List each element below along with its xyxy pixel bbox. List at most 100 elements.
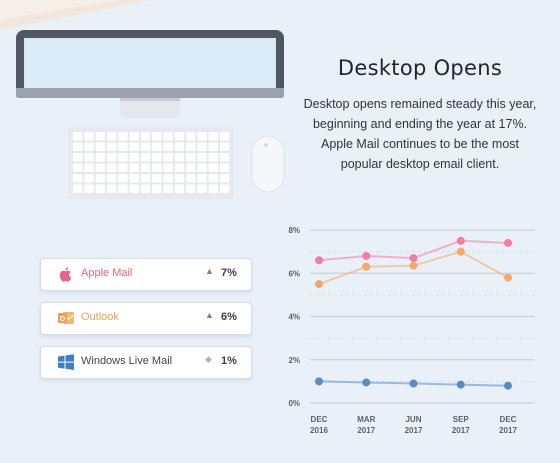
keyboard-key — [163, 132, 173, 141]
keyboard-key — [118, 142, 128, 151]
data-point — [362, 378, 371, 387]
keyboard-key — [174, 163, 185, 172]
keyboard-key — [118, 132, 128, 141]
keyboard-key — [174, 184, 185, 193]
keyboard-key — [152, 163, 162, 172]
keyboard-key — [186, 153, 196, 162]
data-point — [362, 262, 371, 271]
keyboard-key — [186, 132, 196, 141]
client-value: 6% — [221, 311, 237, 323]
x-tick-label: SEP — [453, 415, 470, 424]
x-tick-label: DEC — [311, 415, 328, 424]
keyboard-key — [95, 142, 106, 151]
keyboard-key — [219, 132, 230, 141]
y-tick-label: 0% — [288, 399, 300, 408]
data-point — [409, 254, 418, 263]
keyboard-key — [129, 153, 139, 162]
keyboard-key — [174, 174, 185, 183]
keyboard-key — [84, 132, 94, 141]
page-description: Desktop opens remained steady this year,… — [303, 97, 537, 171]
client-value: 7% — [221, 267, 237, 279]
data-point — [315, 377, 323, 386]
data-point — [456, 380, 465, 389]
keyboard-key — [106, 163, 117, 172]
keyboard-key — [219, 184, 230, 193]
desktop-opens-chart: 0% 2% 4% 6% 8% DEC 2016 MAR 2017 JUN 2017 SEP 2017 D… — [288, 226, 535, 435]
data-point — [362, 251, 371, 260]
trend-up-icon: ▲ — [205, 266, 214, 276]
keyboard-key — [84, 174, 94, 183]
x-tick-label: 2017 — [452, 426, 470, 435]
keyboard-key — [118, 153, 128, 162]
client-name: Windows Live Mail — [81, 355, 173, 367]
keyboard-key — [208, 142, 219, 151]
desktop-illustration — [16, 30, 285, 199]
y-tick-label: 6% — [288, 269, 300, 278]
keyboard-key — [129, 132, 139, 141]
keyboard-key — [95, 184, 106, 193]
keyboard-key — [163, 142, 173, 151]
keyboard-key — [208, 174, 219, 183]
page-title: Desktop Opens — [337, 56, 503, 80]
monitor-icon — [16, 30, 284, 118]
y-tick-label: 8% — [288, 226, 300, 235]
apple-icon — [59, 267, 72, 282]
x-tick-label: 2017 — [405, 426, 423, 435]
data-point — [504, 238, 512, 247]
keyboard-key — [163, 163, 173, 172]
keyboard-key — [106, 184, 117, 193]
data-point — [409, 379, 418, 388]
keyboard-key — [197, 153, 207, 162]
keyboard-key — [140, 184, 151, 193]
keyboard-key — [140, 163, 151, 172]
keyboard-key — [129, 184, 139, 193]
keyboard-key — [197, 184, 207, 193]
keyboard-key — [118, 184, 128, 193]
data-point — [409, 261, 418, 270]
keyboard-key — [73, 184, 83, 193]
keyboard-key — [84, 163, 94, 172]
x-tick-label: DEC — [500, 415, 517, 424]
keyboard-key — [163, 184, 173, 193]
svg-text:O: O — [60, 316, 66, 323]
keyboard-key — [186, 174, 196, 183]
keyboard-key — [163, 174, 173, 183]
keyboard-key — [174, 142, 185, 151]
keyboard-key — [219, 174, 230, 183]
client-name: Apple Mail — [81, 267, 133, 279]
keyboard-key — [95, 174, 106, 183]
keyboard-key — [73, 142, 83, 151]
keyboard-key — [106, 174, 117, 183]
keyboard-key — [197, 174, 207, 183]
outlook-icon: O — [58, 312, 75, 324]
keyboard-key — [197, 163, 207, 172]
keyboard-key — [152, 153, 162, 162]
keyboard-key — [84, 153, 94, 162]
keyboard-key — [118, 163, 128, 172]
data-point — [456, 236, 465, 245]
x-tick-label: JUN — [405, 415, 421, 424]
keyboard-key — [152, 142, 162, 151]
client-card-outlook: O Outlook ▲ 6% — [40, 302, 252, 335]
keyboard-key — [118, 174, 128, 183]
windows-icon — [58, 354, 74, 370]
keyboard-key — [106, 132, 117, 141]
keyboard-icon — [68, 127, 234, 199]
keyboard-key — [152, 184, 162, 193]
keyboard-key — [152, 132, 162, 141]
keyboard-key — [106, 142, 117, 151]
keyboard-key — [186, 184, 196, 193]
data-point — [504, 381, 512, 390]
keyboard-key — [73, 174, 83, 183]
keyboard-key — [208, 184, 219, 193]
keyboard-key — [129, 174, 139, 183]
keyboard-key — [219, 153, 230, 162]
keyboard-key — [208, 132, 219, 141]
keyboard-key — [95, 132, 106, 141]
data-point — [504, 273, 512, 282]
y-tick-label: 2% — [288, 356, 300, 365]
keyboard-key — [186, 142, 196, 151]
keyboard-key — [163, 153, 173, 162]
client-card-apple-mail: Apple Mail ▲ 7% — [40, 258, 252, 291]
